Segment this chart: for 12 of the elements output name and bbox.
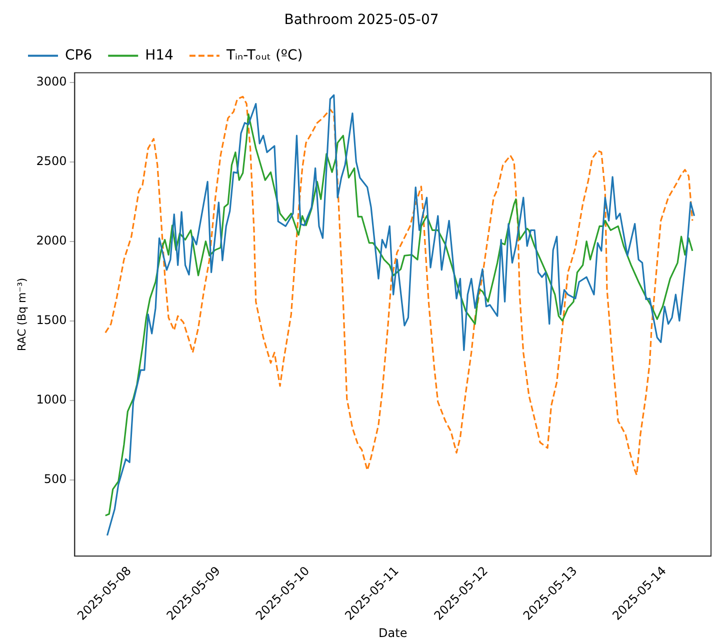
y-tick-label: 3000 — [36, 74, 67, 88]
legend-label: Tᵢₙ-Tₒᵤₜ (ºC) — [225, 47, 303, 64]
legend-label: CP6 — [65, 47, 92, 64]
y-tick-label: 1000 — [36, 392, 67, 406]
x-axis-title: Date — [378, 626, 408, 640]
y-tick-label: 2000 — [36, 233, 67, 248]
legend-label: H14 — [145, 47, 174, 64]
y-tick-label: 500 — [44, 472, 67, 486]
y-tick-label: 2500 — [36, 154, 67, 168]
y-tick-label: 1500 — [36, 312, 67, 327]
y-axis-title: RAC (Bq m⁻³) — [15, 278, 28, 352]
chart-title: Bathroom 2025-05-07 — [284, 12, 439, 28]
